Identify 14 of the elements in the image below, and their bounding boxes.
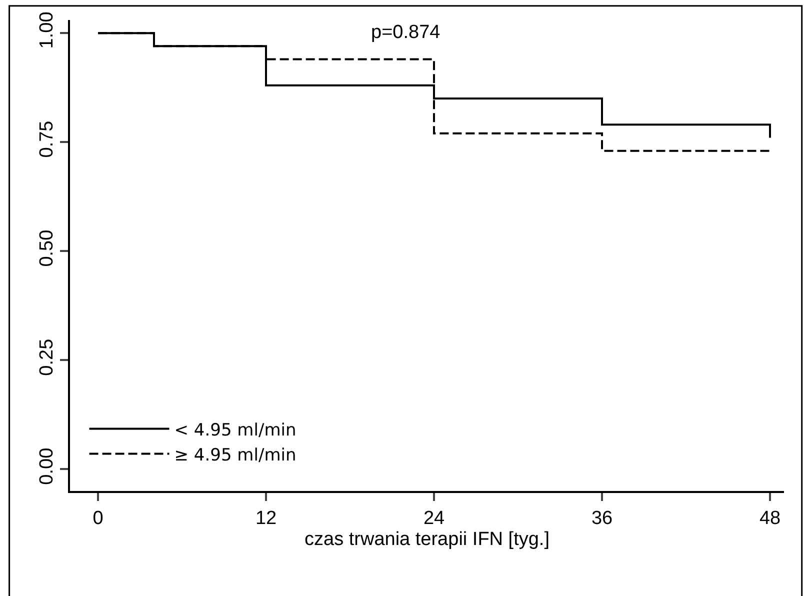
y-tick-label: 0.75 — [36, 120, 58, 158]
x-axis-title: czas trwania terapii IFN [tyg.] — [304, 528, 550, 550]
y-tick-label: 0.50 — [36, 230, 58, 267]
x-tick-label: 0 — [92, 508, 104, 529]
annotation: p=0.874 — [371, 22, 441, 43]
x-tick-label: 12 — [255, 508, 277, 529]
x-tick-label: 36 — [591, 508, 613, 529]
y-tick-label: 0.25 — [36, 338, 58, 376]
x-tick-label: 24 — [423, 508, 445, 529]
legend-label: < 4.95 ml/min — [174, 420, 296, 440]
legend-label: ≥ 4.95 ml/min — [174, 445, 296, 466]
y-tick-label: 0.00 — [36, 448, 58, 485]
y-tick-label: 1.00 — [36, 12, 58, 49]
x-tick-label: 48 — [759, 508, 781, 529]
